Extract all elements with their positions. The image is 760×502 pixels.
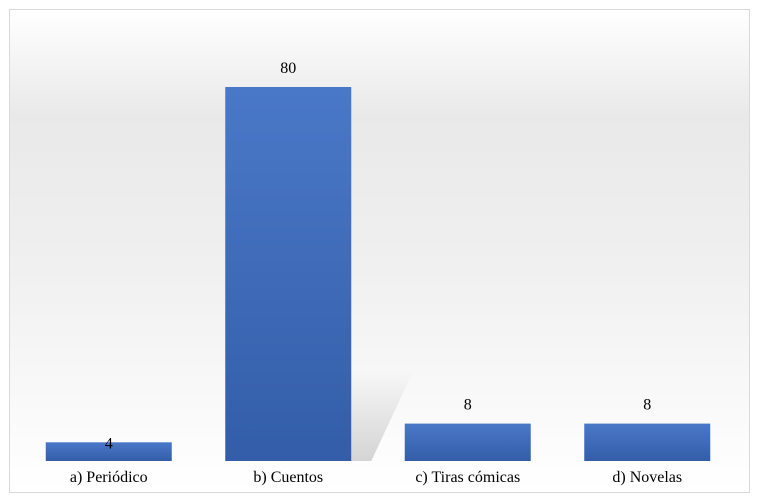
chart-area: 4 80 8 8 a) Periódico b) Cuentos c) Tiras cóm… bbox=[9, 9, 750, 493]
data-labels: 4 80 8 8 bbox=[105, 60, 652, 452]
category-label: c) Tiras cómicas bbox=[415, 469, 520, 486]
data-label: 80 bbox=[280, 60, 296, 77]
bars bbox=[45, 87, 711, 461]
data-label: 8 bbox=[464, 397, 472, 414]
bar bbox=[584, 423, 711, 461]
bar-chart: 4 80 8 8 a) Periódico b) Cuentos c) Tiras cóm… bbox=[45, 60, 711, 486]
bar-shadows bbox=[351, 371, 414, 461]
category-label: a) Periódico bbox=[70, 469, 148, 486]
bar bbox=[45, 442, 172, 461]
bar bbox=[225, 87, 352, 461]
category-label: b) Cuentos bbox=[253, 469, 323, 486]
bar bbox=[404, 423, 531, 461]
data-label: 8 bbox=[643, 397, 651, 414]
bar-shadow bbox=[351, 371, 414, 461]
data-label: 4 bbox=[105, 435, 113, 452]
category-axis-labels: a) Periódico b) Cuentos c) Tiras cómicas d)… bbox=[70, 469, 682, 486]
category-label: d) Novelas bbox=[612, 469, 682, 486]
